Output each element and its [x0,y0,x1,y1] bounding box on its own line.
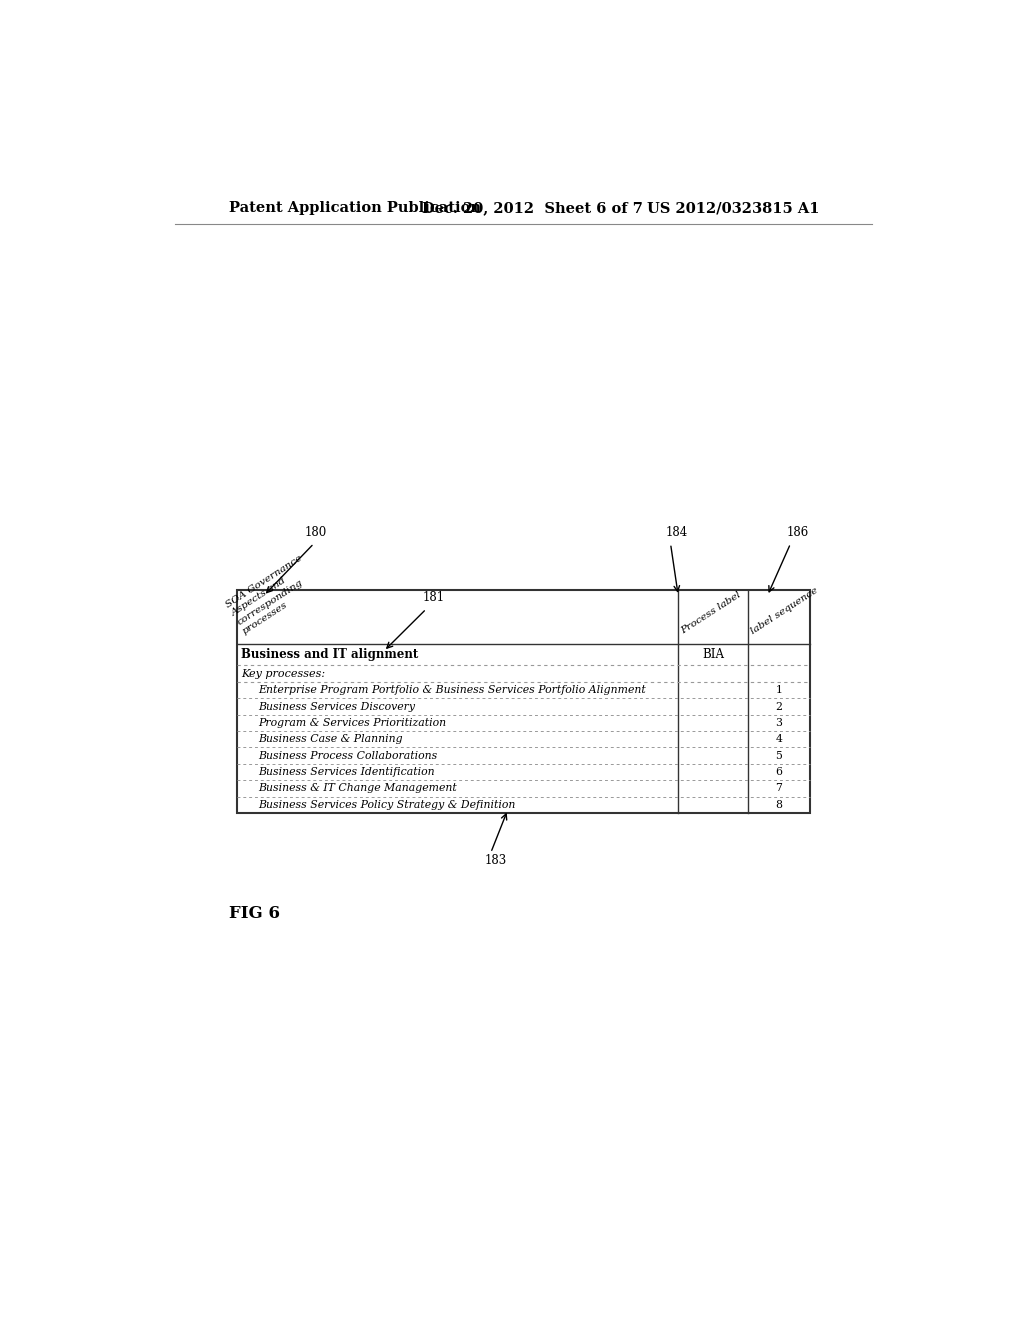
Text: Dec. 20, 2012  Sheet 6 of 7: Dec. 20, 2012 Sheet 6 of 7 [423,202,643,215]
Text: Enterprise Program Portfolio & Business Services Portfolio Alignment: Enterprise Program Portfolio & Business … [258,685,646,696]
Text: Business Services Discovery: Business Services Discovery [258,701,415,711]
Text: 4: 4 [775,734,782,744]
Text: Business Case & Planning: Business Case & Planning [258,734,402,744]
Text: Business and IT alignment: Business and IT alignment [241,648,419,661]
Text: Business Services Policy Strategy & Definition: Business Services Policy Strategy & Defi… [258,800,515,809]
Text: 1: 1 [775,685,782,696]
Text: Process label: Process label [680,590,743,636]
Text: 183: 183 [484,854,507,867]
Bar [237,590,810,813]
Text: Key processes:: Key processes: [241,668,326,678]
Text: 181: 181 [423,591,444,605]
Text: Business Services Identification: Business Services Identification [258,767,435,777]
Text: 8: 8 [775,800,782,809]
Text: Program & Services Prioritization: Program & Services Prioritization [258,718,446,727]
Text: 184: 184 [666,525,688,539]
Text: 186: 186 [786,525,809,539]
Text: BIA: BIA [702,648,724,661]
Text: 7: 7 [775,783,782,793]
Text: Business & IT Change Management: Business & IT Change Management [258,783,457,793]
Text: Patent Application Publication: Patent Application Publication [228,202,480,215]
Text: SOA Governance
Aspects and
corresponding
processes: SOA Governance Aspects and corresponding… [224,553,321,636]
Text: label sequence: label sequence [750,586,820,636]
Text: 2: 2 [775,701,782,711]
Text: FIG 6: FIG 6 [228,904,280,921]
Text: 6: 6 [775,767,782,777]
Text: US 2012/0323815 A1: US 2012/0323815 A1 [647,202,820,215]
Text: 3: 3 [775,718,782,727]
Text: 180: 180 [305,525,327,539]
Text: Business Process Collaborations: Business Process Collaborations [258,751,437,760]
Text: 5: 5 [775,751,782,760]
